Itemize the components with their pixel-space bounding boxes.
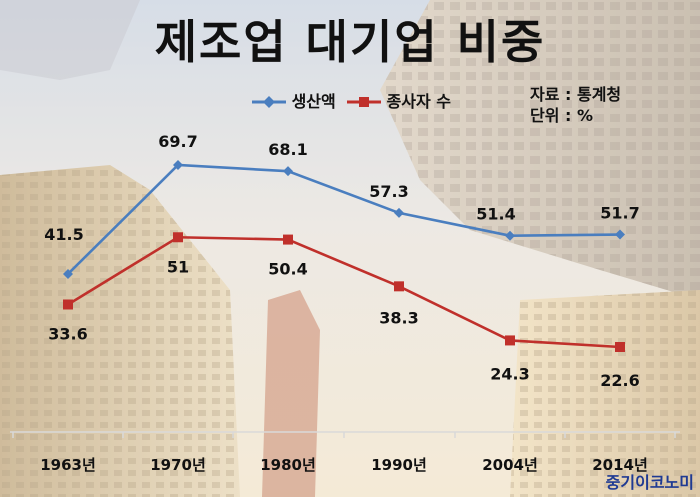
source-note: 자료 : 통계청 단위 : % <box>530 84 621 126</box>
x-tick-label: 1963년 <box>40 456 96 474</box>
data-label: 51.4 <box>476 205 515 224</box>
data-point-diamond <box>505 230 515 241</box>
data-label: 51 <box>167 257 189 276</box>
data-label: 69.7 <box>158 132 197 151</box>
data-label: 33.6 <box>48 324 87 343</box>
x-tick-label: 2014년 <box>592 456 648 474</box>
data-point-diamond <box>394 207 404 218</box>
data-point-square <box>173 232 183 243</box>
data-label: 51.7 <box>600 204 639 223</box>
data-point-diamond <box>283 166 293 177</box>
legend-item-employees: 종사자 수 <box>347 88 451 112</box>
data-point-square <box>615 342 625 352</box>
data-point-diamond <box>63 268 73 279</box>
data-label: 50.4 <box>268 260 307 279</box>
source-line: 자료 : 통계청 <box>530 85 622 104</box>
data-label: 22.6 <box>600 371 639 390</box>
x-tick-label: 1970년 <box>150 456 206 474</box>
data-label: 38.3 <box>379 308 418 327</box>
series-line-1 <box>67 235 621 349</box>
data-label: 57.3 <box>369 182 408 201</box>
data-point-square <box>505 335 515 346</box>
legend-line-diamond-icon <box>252 96 286 108</box>
legend-label-production: 생산액 <box>291 92 336 111</box>
x-tick-label: 2004년 <box>482 456 538 474</box>
data-point-square <box>283 234 293 245</box>
data-point-diamond <box>173 160 183 170</box>
unit-line: 단위 : % <box>530 106 594 125</box>
legend-item-production: 생산액 <box>252 88 336 112</box>
chart-title: 제조업 대기업 비중 <box>154 15 546 69</box>
legend-line-square-icon <box>347 97 381 107</box>
data-label: 68.1 <box>268 140 307 159</box>
data-point-square <box>63 299 73 310</box>
data-label: 24.3 <box>490 364 529 383</box>
x-tick-label: 1980년 <box>260 456 316 474</box>
legend-label-employees: 종사자 수 <box>386 92 452 111</box>
series-line-0 <box>67 163 621 275</box>
data-label: 41.5 <box>44 225 83 244</box>
brand-logo-text: 중기이코노미 <box>605 473 694 492</box>
data-point-diamond <box>615 229 625 240</box>
data-point-square <box>394 281 404 292</box>
x-tick-label: 1990년 <box>371 456 427 474</box>
